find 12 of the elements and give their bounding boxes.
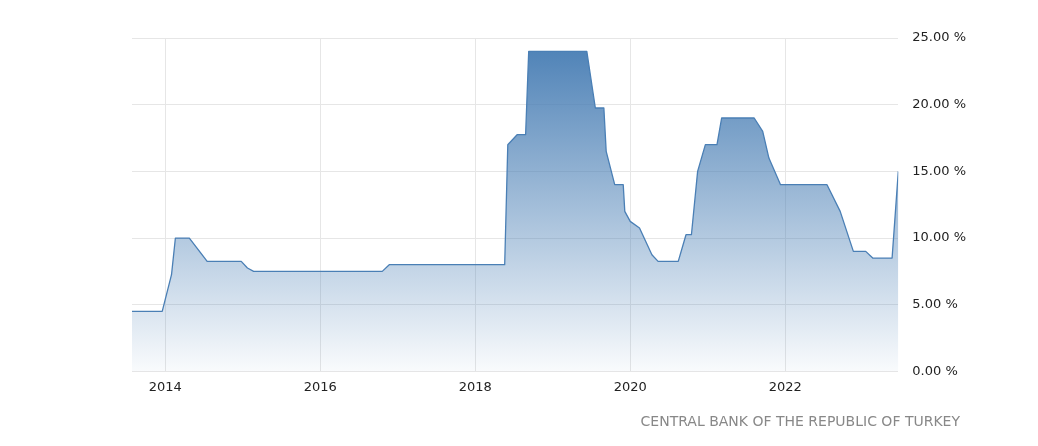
y-tick-label: 25.00 % [912,29,966,45]
x-tick-label: 2018 [458,378,492,394]
x-tick-label: 2014 [148,378,182,394]
text: CENTRAL BANK OF THE REPUBLIC OF TURKEY [639,413,961,429]
y-tick-label: 5.00 % [912,296,958,312]
x-tick-label: 2020 [613,378,647,394]
x-tick-label: 2016 [303,378,337,394]
y-tick-label: 0.00 % [912,362,958,378]
y-tick-label: 15.00 % [912,162,966,178]
x-tick-label: 2022 [768,378,802,394]
y-tick-label: 20.00 % [912,96,966,112]
y-tick-label: 10.00 % [912,229,966,245]
